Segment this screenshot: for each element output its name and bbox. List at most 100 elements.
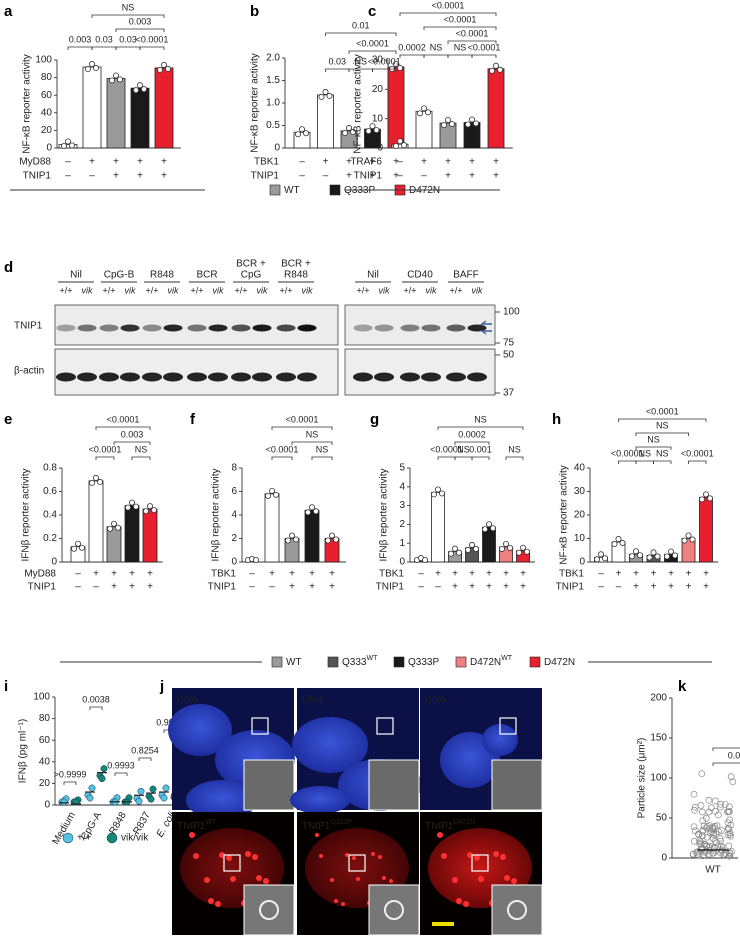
replicate-dot: [79, 544, 86, 551]
row-label: MyD88: [24, 569, 56, 580]
replicate-dot: [447, 550, 454, 557]
replicate-dot: [88, 784, 96, 792]
replicate-dot: [268, 487, 275, 494]
y-axis-label: NF-κB reporter activity: [353, 54, 364, 153]
bar: [431, 492, 445, 563]
p-value: NS: [135, 444, 148, 454]
speck: [330, 878, 334, 882]
row-sign: +: [89, 157, 95, 168]
y-tick-label: 50: [656, 813, 668, 824]
row-sign: +: [309, 569, 315, 580]
p-value: 0.024: [728, 750, 740, 760]
particle-dot: [703, 824, 710, 832]
row-sign: +: [486, 569, 492, 580]
replicate-dot: [464, 121, 471, 128]
genotype: +/+: [279, 285, 292, 295]
replicate-dot: [424, 109, 431, 116]
row-sign: +: [329, 582, 335, 593]
replicate-dot: [430, 491, 437, 498]
row-sign: +: [469, 582, 475, 593]
y-tick-label: 1: [399, 538, 405, 549]
row-sign: +: [668, 582, 674, 593]
row-label: MyD88: [19, 157, 51, 168]
lane-group: Nil: [367, 270, 379, 281]
speck: [263, 878, 269, 884]
row-label: TNIP1: [354, 171, 383, 182]
lane-group: Nil: [70, 270, 82, 281]
row-sign: –: [323, 171, 329, 182]
particle-dot: [695, 851, 702, 859]
legend-text: WT: [284, 185, 300, 196]
replicate-dot: [288, 532, 295, 539]
replicate-dot: [650, 549, 657, 556]
lane-group: CD40: [407, 270, 433, 281]
row-sign: –: [65, 171, 71, 182]
row-label: TNIP1: [208, 582, 237, 593]
y-tick-label: 5: [399, 463, 405, 474]
y-tick-label: 0: [399, 557, 405, 568]
row-sign: +: [651, 582, 657, 593]
scale-bar: [432, 922, 454, 926]
y-tick-label: 80: [39, 713, 51, 724]
replicate-dot: [107, 525, 114, 532]
band: [77, 324, 97, 332]
replicate-dot: [420, 105, 427, 112]
particle-dot: [706, 842, 714, 850]
legend-label: WT: [286, 657, 302, 668]
row-sign: +: [137, 171, 143, 182]
y-axis-label: NF-κB reporter activity: [22, 54, 33, 153]
replicate-dot: [65, 138, 72, 145]
legend-swatch: [529, 656, 541, 668]
genotype: +/+: [356, 285, 369, 295]
band: [120, 324, 140, 332]
row-sign: +: [703, 582, 709, 593]
speck: [256, 875, 262, 881]
row-sign: –: [269, 582, 275, 593]
band: [297, 372, 317, 382]
annotation: 0.8254: [131, 745, 159, 755]
replicate-dot: [115, 524, 122, 531]
bar: [142, 508, 158, 563]
particle-dot: [718, 827, 725, 834]
comparison-bracket: [291, 441, 333, 445]
row-sign: –: [249, 582, 255, 593]
y-tick-label: 0: [661, 853, 667, 864]
replicate-dot: [451, 545, 458, 552]
particle-dot: [702, 814, 710, 822]
replicate-dot: [100, 765, 108, 773]
replicate-dot: [611, 541, 618, 548]
row-sign: +: [503, 569, 509, 580]
replicate-dot: [664, 553, 671, 560]
bar: [130, 87, 150, 149]
row-sign: +: [393, 171, 399, 182]
y-tick-label: 200: [650, 693, 667, 704]
row-sign: +: [269, 569, 275, 580]
lane-group: BAFF: [453, 270, 479, 281]
speck: [215, 901, 221, 907]
row-sign: +: [445, 157, 451, 168]
replicate-dot: [496, 66, 503, 73]
y-tick-label: 0: [579, 557, 585, 568]
comparison-bracket: [635, 446, 672, 450]
annotation: 0.0038: [82, 694, 110, 704]
particle-dot: [727, 773, 735, 780]
p-value: 0.03: [119, 34, 137, 44]
row-sign: +: [111, 569, 117, 580]
band: [446, 324, 466, 332]
speck: [245, 851, 251, 857]
replicate-dot: [117, 76, 124, 83]
row-sign: +: [289, 569, 295, 580]
panel-label: e: [4, 411, 12, 428]
p-value: NS: [647, 434, 660, 444]
band: [187, 324, 207, 332]
band: [374, 372, 394, 382]
legend-swatch: [106, 832, 118, 844]
replicate-dot: [481, 526, 488, 533]
speck: [345, 853, 349, 857]
speck: [378, 855, 382, 859]
legend-label: Q333WT: [342, 655, 378, 668]
comparison-bracket: [454, 456, 473, 460]
row-sign: +: [616, 569, 622, 580]
bar: [304, 509, 320, 563]
genotype: vik: [82, 285, 93, 295]
